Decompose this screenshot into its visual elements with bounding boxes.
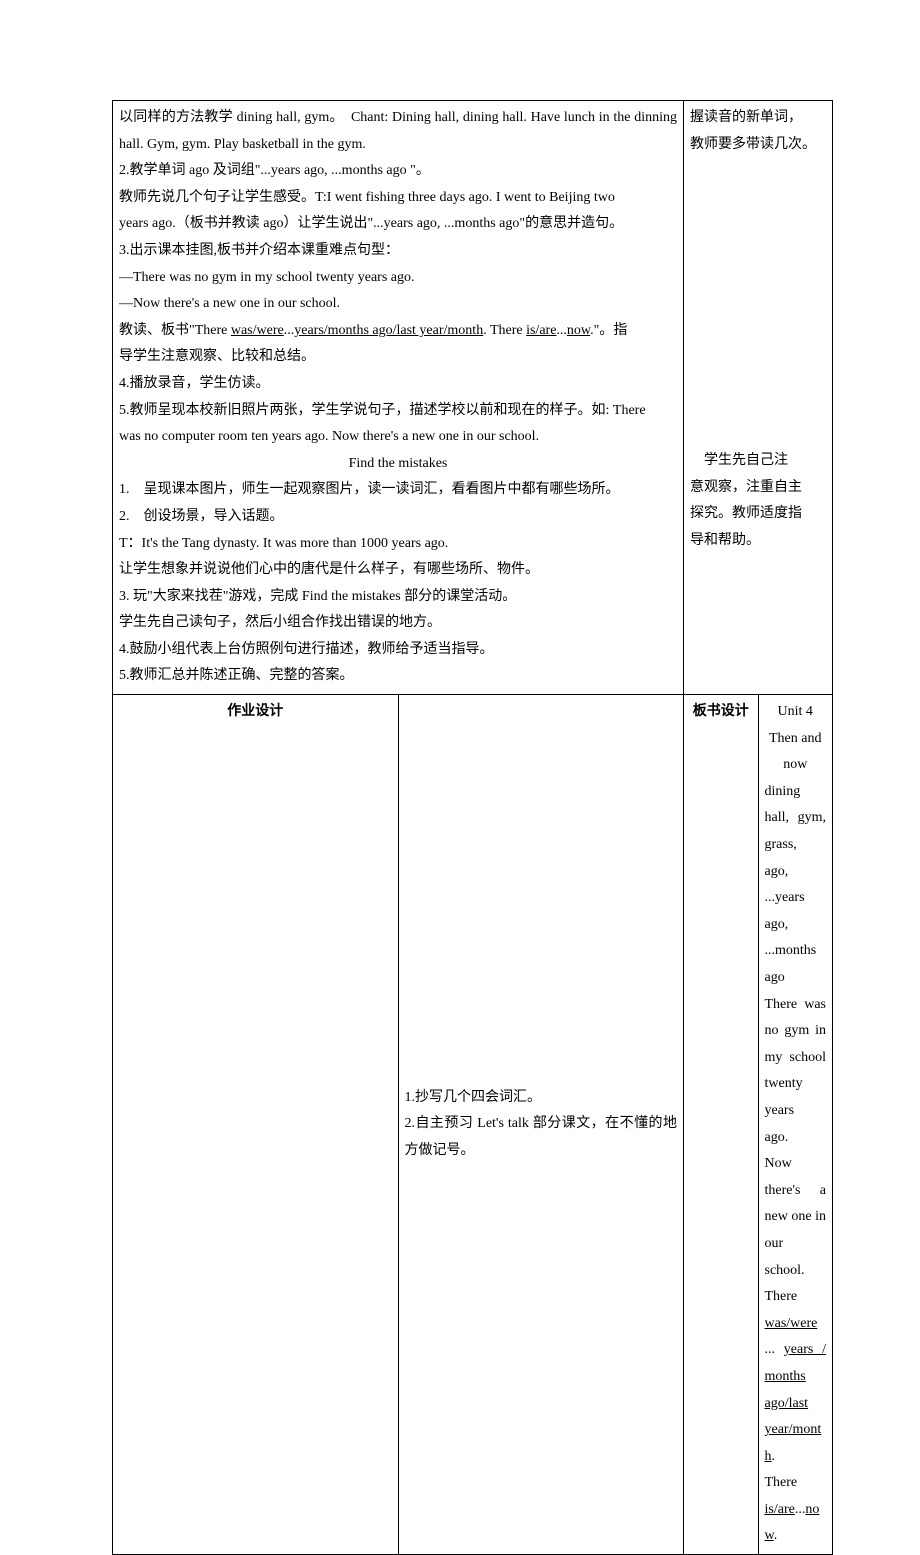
blackboard-title: Unit 4 Then and now	[765, 699, 827, 779]
underlined-text: years/months ago/last year/month	[294, 323, 483, 338]
underlined-text: is/are	[526, 323, 556, 338]
lesson-plan-table: 以同样的方法教学 dining hall, gym。 Chant: Dining…	[112, 100, 833, 1555]
text-paragraph: 3. 玩"大家来找茬"游戏，完成 Find the mistakes 部分的课堂…	[119, 584, 677, 611]
document-page: 以同样的方法教学 dining hall, gym。 Chant: Dining…	[0, 0, 920, 1555]
text-paragraph: 4.播放录音，学生仿读。	[119, 371, 677, 398]
text-paragraph: 2. 创设场景，导入话题。	[119, 504, 677, 531]
underlined-text: is/are	[765, 1502, 795, 1517]
underlined-text: years / months ago/last year/month	[765, 1342, 827, 1463]
underlined-text: was/were	[231, 323, 284, 338]
side-notes-cell: 握读音的新单词， 教师要多带读几次。 学生先自己注 意观察，注重自主 探究。教师…	[684, 101, 833, 695]
homework-content-cell: 1.抄写几个四会词汇。 2.自主预习 Let's talk 部分课文，在不懂的地…	[398, 695, 684, 1555]
text-span: .	[774, 1528, 778, 1543]
homework-label: 作业设计	[119, 699, 392, 726]
text-paragraph: 3.出示课本挂图,板书并介绍本课重难点句型：	[119, 238, 677, 265]
text-paragraph: 导学生注意观察、比较和总结。	[119, 344, 677, 371]
blackboard-line: ago.	[765, 1125, 827, 1152]
underlined-text: was/were	[765, 1316, 818, 1331]
text-paragraph: —There was no gym in my school twenty ye…	[119, 265, 677, 292]
text-span: . There	[483, 323, 526, 338]
homework-line: 1.抄写几个四会词汇。	[405, 1085, 678, 1112]
footer-row: 作业设计 1.抄写几个四会词汇。 2.自主预习 Let's talk 部分课文，…	[113, 695, 833, 1555]
text-paragraph: 学生先自己读句子，然后小组合作找出错误的地方。	[119, 610, 677, 637]
main-content-cell: 以同样的方法教学 dining hall, gym。 Chant: Dining…	[113, 101, 684, 695]
text-paragraph: 教读、板书"There was/were...years/months ago/…	[119, 318, 677, 345]
underlined-text: now	[567, 323, 590, 338]
text-span: ."。指	[590, 323, 627, 338]
note-line: 探究。教师适度指	[690, 501, 826, 528]
note-block: 握读音的新单词， 教师要多带读几次。	[690, 105, 826, 158]
text-span: ...	[556, 323, 567, 338]
text-paragraph: years ago.（板书并教读 ago）让学生说出"...years ago,…	[119, 211, 677, 238]
section-heading: Find the mistakes	[119, 451, 677, 478]
text-span: ...	[765, 1342, 784, 1357]
blackboard-line: There is/are...now.	[765, 1470, 827, 1550]
blackboard-line: There was/were ... years / months ago/la…	[765, 1284, 827, 1470]
blackboard-line: There was no gym in my school twenty yea…	[765, 992, 827, 1125]
homework-label-cell: 作业设计	[113, 695, 399, 1555]
note-line: 意观察，注重自主	[690, 475, 826, 502]
note-line: 学生先自己注	[690, 448, 826, 475]
text-span: 教读、板书"There	[119, 323, 231, 338]
blackboard-label: 板书设计	[690, 699, 752, 726]
text-paragraph: 1. 呈现课本图片，师生一起观察图片，读一读词汇，看看图片中都有哪些场所。	[119, 477, 677, 504]
text-paragraph: T：It's the Tang dynasty. It was more tha…	[119, 531, 677, 558]
text-span: .	[772, 1449, 776, 1464]
text-paragraph: was no computer room ten years ago. Now …	[119, 424, 677, 451]
blackboard-content-cell: Unit 4 Then and now dining hall, gym, gr…	[758, 695, 833, 1555]
note-line: 握读音的新单词，	[690, 105, 826, 132]
text-paragraph: 5.教师呈现本校新旧照片两张，学生学说句子，描述学校以前和现在的样子。如: Th…	[119, 398, 677, 425]
text-paragraph: 4.鼓励小组代表上台仿照例句进行描述，教师给予适当指导。	[119, 637, 677, 664]
text-paragraph: 2.教学单词 ago 及词组"...years ago, ...months a…	[119, 158, 677, 185]
homework-line: 2.自主预习 Let's talk 部分课文，在不懂的地方做记号。	[405, 1111, 678, 1164]
note-block: 学生先自己注 意观察，注重自主 探究。教师适度指 导和帮助。	[690, 448, 826, 554]
text-paragraph: 5.教师汇总并陈述正确、完整的答案。	[119, 663, 677, 690]
blackboard-line: dining hall, gym, grass, ago, ...years a…	[765, 779, 827, 992]
blackboard-label-cell: 板书设计	[684, 695, 759, 1555]
note-line: 教师要多带读几次。	[690, 132, 826, 159]
text-span: ...	[284, 323, 295, 338]
text-paragraph: —Now there's a new one in our school.	[119, 291, 677, 318]
text-paragraph: 以同样的方法教学 dining hall, gym。 Chant: Dining…	[119, 105, 677, 158]
text-span: ...	[795, 1502, 806, 1517]
text-paragraph: 让学生想象并说说他们心中的唐代是什么样子，有哪些场所、物件。	[119, 557, 677, 584]
blackboard-line: Now there's a new one in our school.	[765, 1151, 827, 1284]
text-span: There	[765, 1475, 798, 1490]
text-paragraph: 教师先说几个句子让学生感受。T:I went fishing three day…	[119, 185, 677, 212]
content-row: 以同样的方法教学 dining hall, gym。 Chant: Dining…	[113, 101, 833, 695]
note-line: 导和帮助。	[690, 528, 826, 555]
